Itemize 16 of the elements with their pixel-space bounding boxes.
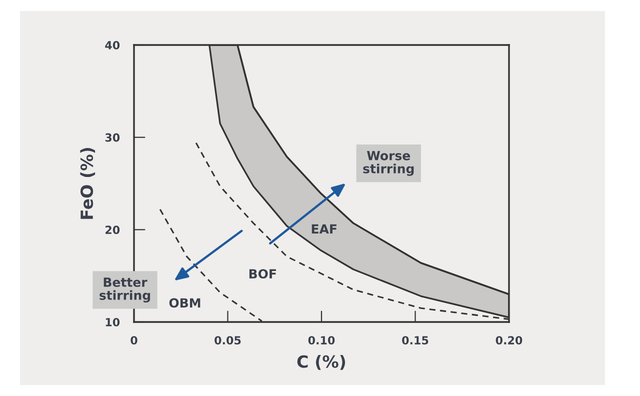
y-axis-title: FeO (%) xyxy=(80,148,96,219)
annotation: EAF xyxy=(312,224,336,234)
y-tick-label: 30 xyxy=(105,133,120,142)
y-tick-label: 20 xyxy=(106,226,120,234)
annotation: Better stirring xyxy=(100,278,150,302)
x-axis-title: C (%) xyxy=(297,354,346,370)
annotation: Worse stirring xyxy=(363,151,414,176)
x-tick-label: 0 xyxy=(130,336,138,344)
y-tick-label: 10 xyxy=(106,318,120,326)
x-tick-label: 0.05 xyxy=(214,336,241,344)
x-tick-label: 0.20 xyxy=(496,336,522,344)
x-tick-label: 0.15 xyxy=(402,336,428,344)
x-tick-label: 0.10 xyxy=(308,336,335,344)
annotation: OBM xyxy=(169,298,200,308)
y-tick-label: 40 xyxy=(105,40,120,50)
annotation: BOF xyxy=(249,269,276,279)
